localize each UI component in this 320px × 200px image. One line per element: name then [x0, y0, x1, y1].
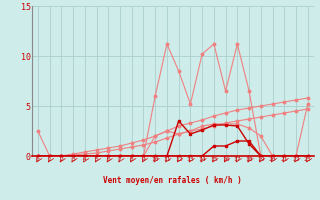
X-axis label: Vent moyen/en rafales ( km/h ): Vent moyen/en rafales ( km/h ): [103, 176, 242, 185]
